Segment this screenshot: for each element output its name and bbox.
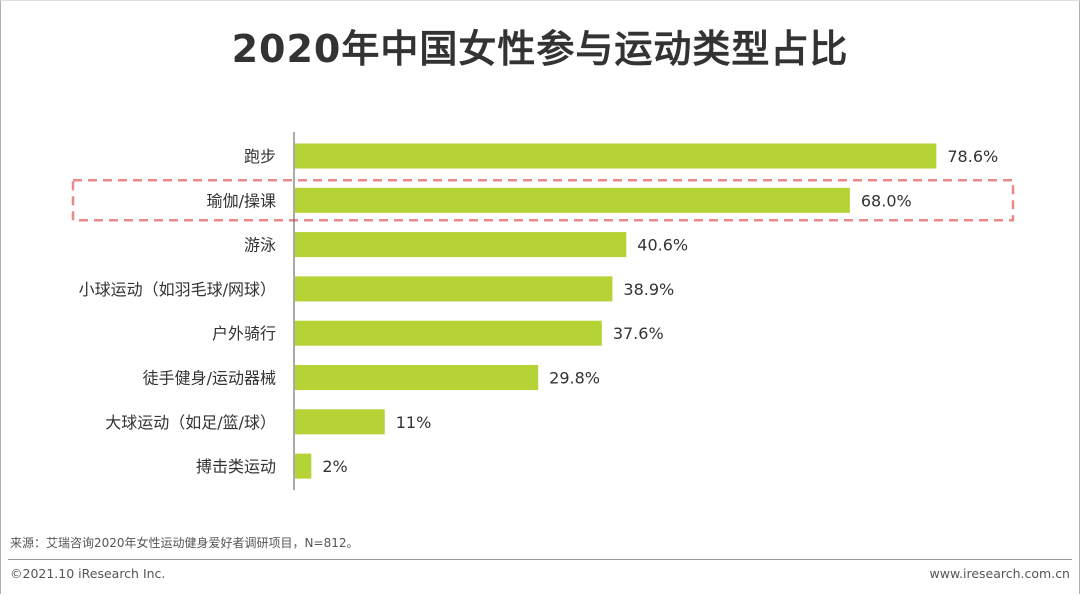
value-label: 11% bbox=[396, 413, 432, 432]
bar-4 bbox=[295, 320, 602, 346]
value-label: 78.6% bbox=[947, 147, 998, 166]
website-link[interactable]: www.iresearch.com.cn bbox=[929, 566, 1071, 581]
category-label: 游泳 bbox=[244, 236, 276, 255]
bar-6 bbox=[295, 409, 385, 435]
bar-2 bbox=[295, 232, 627, 258]
category-label: 瑜伽/操课 bbox=[207, 191, 276, 210]
bar-1 bbox=[295, 187, 850, 213]
page-title: 2020年中国女性参与运动类型占比 bbox=[231, 27, 849, 71]
value-label: 68.0% bbox=[861, 191, 912, 210]
value-label: 40.6% bbox=[637, 236, 688, 255]
bar-chart: 跑步 78.6% 瑜伽/操课 68.0% 游泳 40.6% 小球运动（如羽毛球/网球） 38.… bbox=[71, 132, 1015, 491]
footer-divider bbox=[8, 559, 1072, 560]
bar-7 bbox=[295, 453, 312, 479]
category-label: 小球运动（如羽毛球/网球） bbox=[79, 280, 276, 299]
bar-5 bbox=[295, 365, 539, 390]
value-label: 29.8% bbox=[549, 369, 600, 388]
category-label: 大球运动（如足/篮/球） bbox=[105, 413, 276, 432]
value-label: 37.6% bbox=[613, 324, 664, 343]
highlight-box bbox=[71, 179, 1015, 222]
value-label: 38.9% bbox=[623, 280, 674, 299]
copyright-text: ©2021.10 iResearch Inc. bbox=[10, 566, 166, 581]
category-label: 户外骑行 bbox=[212, 324, 276, 343]
bar-0 bbox=[295, 143, 937, 169]
category-label: 徒手健身/运动器械 bbox=[143, 369, 276, 388]
bar-3 bbox=[295, 276, 613, 302]
source-note: 来源：艾瑞咨询2020年女性运动健身爱好者调研项目，N=812。 bbox=[10, 536, 359, 550]
value-label: 2% bbox=[322, 457, 347, 476]
category-label: 跑步 bbox=[244, 147, 276, 166]
category-label: 搏击类运动 bbox=[196, 457, 276, 476]
